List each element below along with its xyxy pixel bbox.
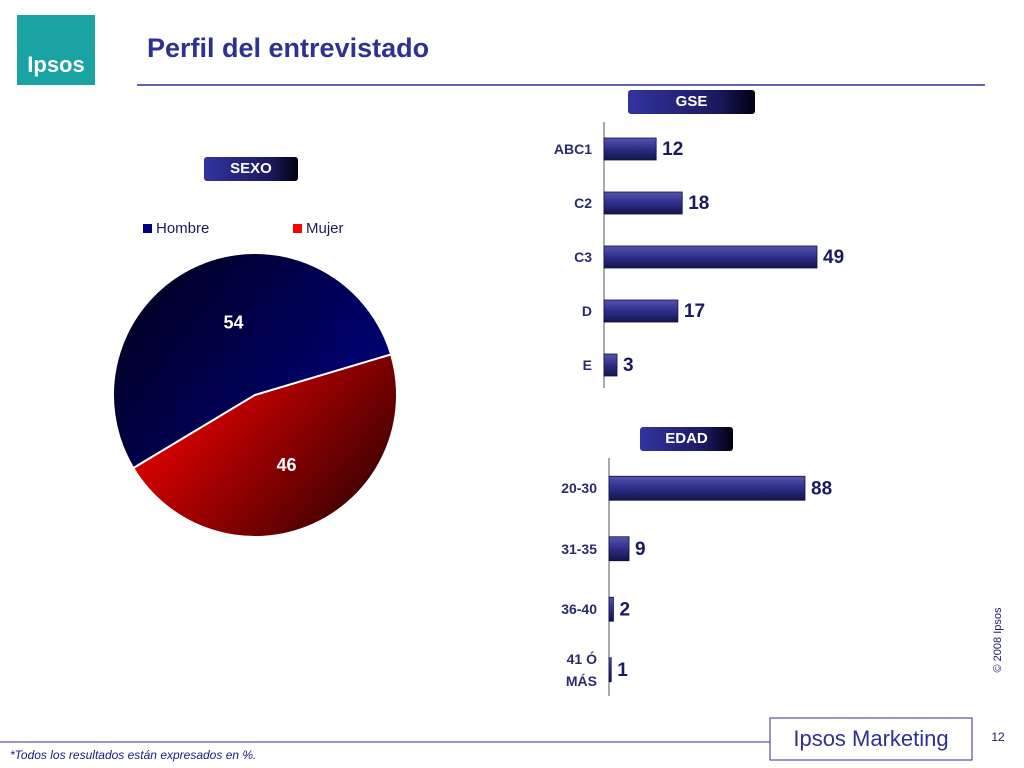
pie-slice xyxy=(112,252,393,470)
slide-title: Perfil del entrevistado xyxy=(147,33,429,63)
slice-label: 46 xyxy=(277,455,297,475)
category-label: C3 xyxy=(574,249,592,265)
legend-swatch xyxy=(143,224,152,233)
bar xyxy=(603,353,618,377)
bar-value: 1 xyxy=(617,660,628,681)
bar xyxy=(603,191,683,215)
bar xyxy=(603,299,679,323)
bar xyxy=(608,596,614,622)
legend-label: Hombre xyxy=(156,220,209,237)
logo-text: Ipsos xyxy=(27,52,84,77)
category-label: 20-30 xyxy=(561,480,597,497)
category-label: 36-40 xyxy=(561,601,597,618)
category-label: 41 Ó MÁS xyxy=(565,650,597,689)
legend-label: Mujer xyxy=(306,220,344,237)
bar-value: 49 xyxy=(823,247,844,268)
bar-value: 2 xyxy=(619,599,630,620)
legend-swatch xyxy=(293,224,302,233)
section-title: GSE xyxy=(676,93,708,110)
footnote: *Todos los resultados están expresados e… xyxy=(10,748,256,762)
bar-value: 18 xyxy=(688,193,709,214)
logo-box xyxy=(17,15,95,85)
section-tag xyxy=(204,157,298,181)
bar-value: 17 xyxy=(684,301,705,322)
pie-slice xyxy=(131,353,398,538)
category-label: 31-35 xyxy=(561,540,597,557)
bar-value: 3 xyxy=(623,355,634,376)
slice-label: 54 xyxy=(223,312,243,332)
page-number: 12 xyxy=(991,730,1005,744)
category-label: D xyxy=(581,303,592,319)
copyright: © 2008 Ipsos xyxy=(992,607,1004,672)
bar xyxy=(603,137,657,161)
brand: Ipsos Marketing xyxy=(793,726,948,751)
bar-value: 9 xyxy=(635,539,646,560)
bar xyxy=(608,536,630,562)
bar xyxy=(608,657,612,683)
section-tag xyxy=(640,427,733,451)
category-label: E xyxy=(582,357,592,373)
category-label: ABC1 xyxy=(553,141,592,157)
category-label: C2 xyxy=(574,195,592,211)
bar-value: 88 xyxy=(811,478,832,499)
brand-box xyxy=(769,717,973,761)
section-title: EDAD xyxy=(665,430,708,447)
bar xyxy=(603,245,818,269)
section-tag xyxy=(628,90,755,114)
bar-value: 12 xyxy=(662,139,683,160)
section-title: SEXO xyxy=(230,160,272,177)
bar xyxy=(608,475,806,501)
